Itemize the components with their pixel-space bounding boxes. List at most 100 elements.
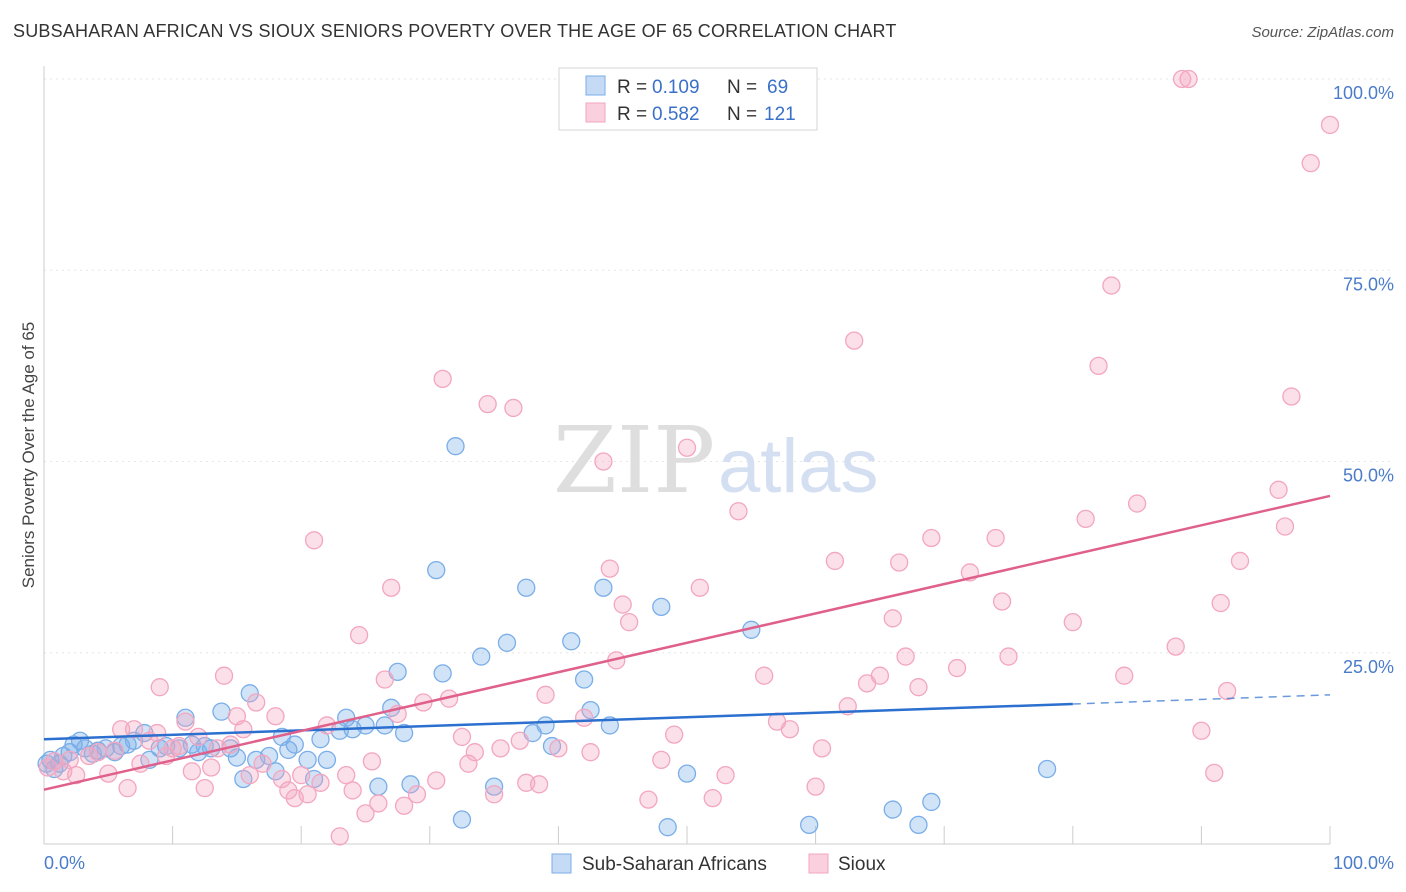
series-legend-label-africans: Sub-Saharan Africans [582,854,767,875]
africans-point [369,777,388,796]
sioux-point [812,739,832,758]
sioux-point [1192,721,1211,740]
y-tick-label: 50.0% [1343,466,1394,486]
sioux-point [986,528,1005,548]
sioux-point [362,752,382,771]
sioux-point [510,731,529,750]
sioux-point [845,331,864,350]
africans-point [652,597,671,616]
legend-r-value-africans: 0.109 [652,77,700,98]
africans-point [394,723,414,743]
africans-point [356,716,375,735]
africans-point [212,702,231,721]
sioux-point [690,578,710,597]
stats-legend: R = 0.109 N = 69 R = 0.582 N = 121 [558,67,818,131]
africans-point [298,750,317,769]
sioux-point [1102,276,1121,295]
sioux-point [825,551,845,571]
grid-lines [44,78,1394,654]
sioux-point [375,670,394,689]
sioux-point [574,708,594,727]
sioux-point [382,578,401,597]
sioux-point [1115,666,1134,685]
sioux-point [755,666,774,685]
trend-line-africans [43,702,1073,741]
source-credit: Source: ZipAtlas.com [1251,24,1394,41]
legend-swatch-sioux [585,102,606,123]
sioux-point [491,739,510,758]
sioux-point [356,804,375,823]
sioux-point [1282,387,1301,406]
sioux-point [992,592,1012,611]
sioux-point [1179,69,1198,89]
africans-point [497,633,517,652]
sioux-point [870,666,890,685]
sioux-point [677,438,697,457]
africans-point [1037,759,1057,779]
sioux-point [182,762,202,781]
sioux-point [729,502,748,521]
sioux-point [504,398,523,418]
africans-point [433,664,452,683]
watermark-zip: ZIP [553,407,715,514]
sioux-point [298,785,317,804]
africans-point [909,815,928,835]
africans-point [574,670,594,689]
sioux-point [343,781,362,800]
sioux-point [272,769,292,789]
africans-point [594,578,613,597]
sioux-point [214,666,234,685]
africans-point [484,777,504,796]
sioux-point [330,827,349,846]
sioux-point [1230,551,1250,571]
sioux-point [202,758,221,777]
sioux-point [349,626,369,645]
series-legend-swatch-sioux [808,853,829,874]
sioux-point [999,647,1018,666]
sioux-point [806,777,825,796]
sioux-point [1076,509,1095,529]
sioux-point [394,796,414,815]
africans-point [800,815,819,835]
sioux-point [909,678,928,697]
sioux-point [195,779,214,798]
sioux-point [452,727,472,747]
sioux-point [67,766,86,785]
series-legend: Sub-Saharan Africans Sioux [551,853,886,875]
sioux-point [1172,69,1192,89]
trend-lines [43,494,1331,791]
africans-point [658,818,677,837]
sioux-point [536,685,555,704]
africans-point [401,775,420,794]
sioux-point [189,727,208,747]
sioux-point [896,647,915,666]
sioux-point [169,736,189,756]
sioux-point [176,712,195,731]
sioux-point [883,609,902,628]
sioux-point [1127,494,1147,513]
sioux-point [150,678,169,697]
africans-point [285,735,304,754]
sioux-point [664,725,684,744]
sioux-point [1320,115,1340,135]
sioux-point [459,754,478,773]
sioux-point [240,766,259,785]
y-tick-label: 75.0% [1343,274,1394,294]
legend-n-value-africans: 69 [767,77,788,98]
africans-point [427,560,446,580]
sioux-point [253,754,272,773]
sioux-point [1063,613,1082,632]
y-tick-label: 100.0% [1333,83,1394,103]
africans-point [562,632,581,651]
sioux-point [79,746,99,766]
sioux-point [105,741,124,760]
sioux-point [234,720,253,739]
sioux-point [60,750,79,769]
legend-swatch-africans [585,75,606,96]
africans-point [240,684,259,703]
legend-r-label-sioux: R = [617,104,647,125]
sioux-point [1275,517,1295,536]
y-tick-label: 25.0% [1343,657,1394,677]
sioux-point [947,658,967,678]
